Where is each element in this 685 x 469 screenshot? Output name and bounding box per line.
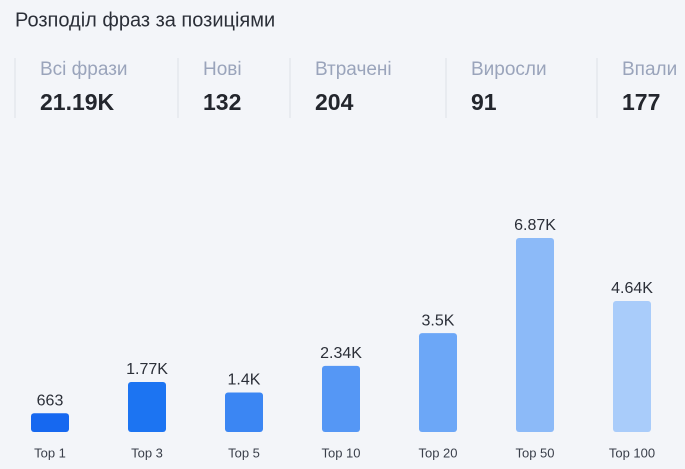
stat-label: Втрачені [315, 59, 392, 80]
x-tick-label: Top 1 [34, 445, 66, 460]
bar [516, 238, 554, 432]
value-label: 6.87K [514, 217, 556, 234]
x-tick-label: Top 3 [131, 445, 163, 460]
stat-label: Впали [622, 59, 677, 80]
value-label: 1.4K [228, 372, 261, 389]
stat-label: Всі фрази [40, 59, 128, 80]
value-label: 663 [37, 392, 64, 409]
value-label: 4.64K [611, 280, 653, 297]
value-label: 1.77K [126, 361, 168, 378]
stat-value: 132 [203, 89, 241, 115]
x-tick-label: Top 5 [228, 445, 260, 460]
x-tick-label: Top 20 [418, 445, 457, 460]
bar [419, 333, 457, 432]
bar [31, 413, 69, 432]
stat-value: 21.19K [40, 89, 115, 115]
bar [613, 300, 651, 432]
x-tick-label: Top 100 [609, 445, 655, 460]
stat-label: Нові [203, 59, 242, 80]
stat-value: 204 [315, 89, 354, 115]
stat-value: 177 [622, 89, 660, 115]
value-label: 3.5K [422, 312, 455, 329]
x-tick-label: Top 10 [321, 445, 360, 460]
bar [225, 392, 263, 432]
stat-value: 91 [471, 89, 497, 115]
stat-label: Виросли [471, 59, 547, 80]
value-label: 2.34K [320, 345, 362, 362]
x-tick-label: Top 50 [515, 445, 554, 460]
bar [322, 365, 360, 432]
bar [128, 382, 166, 432]
title: Розподіл фраз за позиціями [15, 9, 275, 31]
